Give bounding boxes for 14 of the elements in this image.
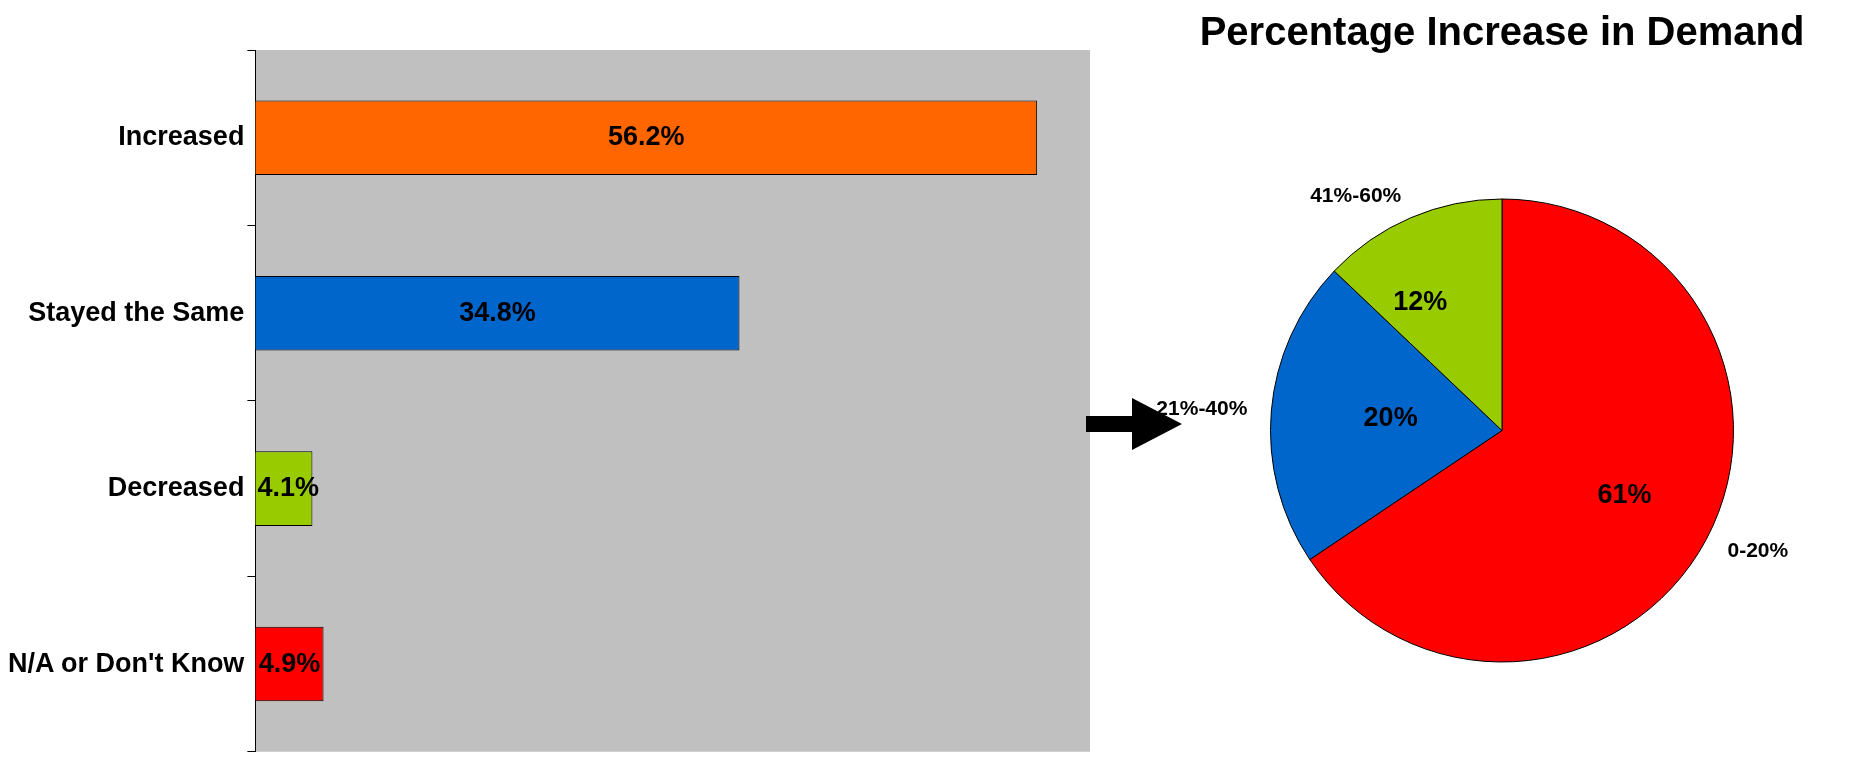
- y-tick-label: N/A or Don't Know: [7, 647, 246, 678]
- data-label: 20%: [1363, 402, 1418, 433]
- data-label: 4.9%: [258, 647, 321, 678]
- y-tick-label: Stayed the Same: [28, 296, 245, 327]
- y-tick-label: Decreased: [107, 472, 245, 503]
- slice-label: 41%-60%: [1310, 182, 1402, 206]
- data-label: 12%: [1393, 286, 1448, 317]
- data-label: 61%: [1597, 479, 1652, 510]
- chart-title: Percentage Increase in Demand: [1198, 8, 1806, 54]
- y-tick-label: Increased: [118, 121, 245, 152]
- slice-label: 21%-40%: [1156, 395, 1248, 419]
- data-label: 34.8%: [459, 296, 536, 327]
- data-label: 56.2%: [607, 121, 685, 152]
- slice-label: 0-20%: [1727, 537, 1789, 561]
